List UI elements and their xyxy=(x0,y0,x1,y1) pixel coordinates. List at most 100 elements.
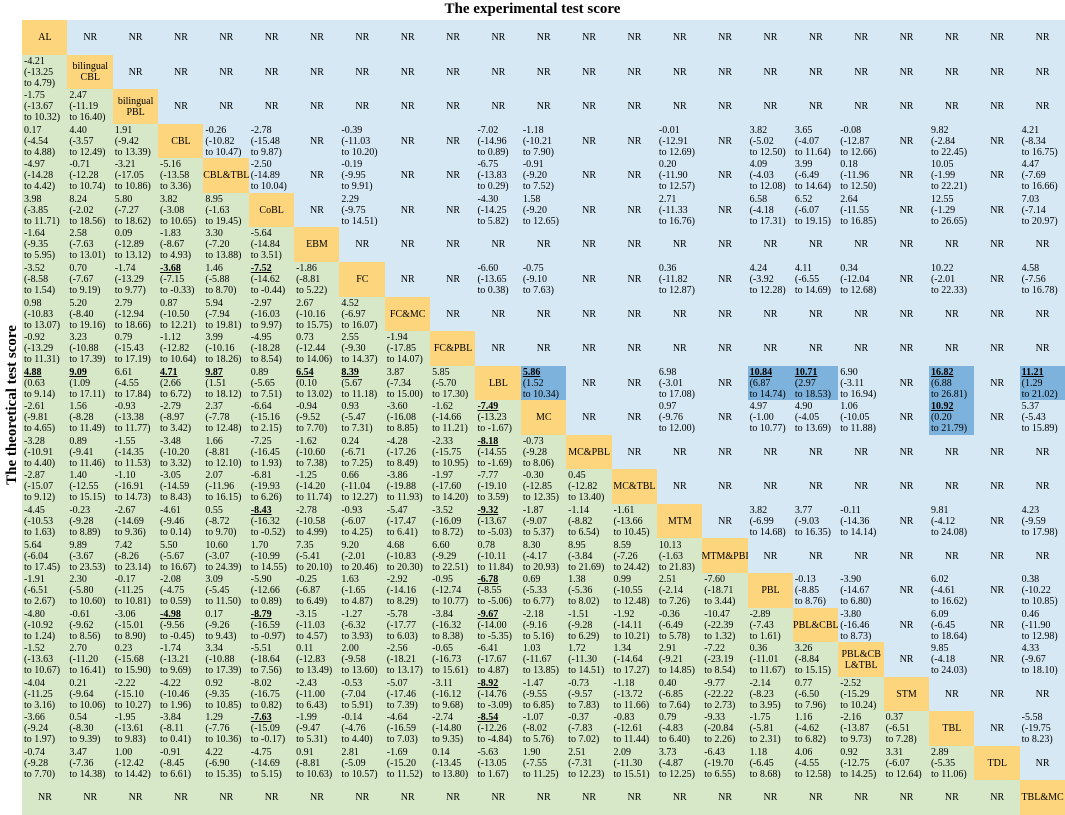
cell-estimate: -0.23 xyxy=(69,504,91,516)
cell-estimate: 0.89 xyxy=(250,366,269,378)
cell-estimate: 0.45 xyxy=(568,470,586,482)
cell-ci: to 13.49) xyxy=(296,665,333,677)
table-cell: -1.62 (-14.66 to 11.21) xyxy=(430,400,476,436)
cell-ci: to 7.52) xyxy=(522,181,554,193)
table-cell: -1.51 (-9.28 to 6.29) xyxy=(566,607,613,643)
table-cell: -0.01 (-12.91 to 12.69) xyxy=(656,123,703,159)
table-cell-nr: NR xyxy=(430,780,476,815)
table-cell: -4.97 (-14.28 to 4.42) xyxy=(22,158,68,194)
table-cell: -3.90 (-14.67 to 6.80) xyxy=(838,573,885,609)
cell-ci: to 22.33) xyxy=(930,284,968,296)
table-cell: -3.48 (-10.20 to 3.32) xyxy=(158,434,204,470)
cell-ci: to 22.21) xyxy=(930,181,968,193)
cell-ci: (-1.65 xyxy=(341,585,366,597)
table-cell-nr: NR xyxy=(203,20,250,56)
table-cell: 0.46 (-11.90 to 12.98) xyxy=(1019,607,1065,643)
diagonal-treatment-label: TBL xyxy=(928,711,975,747)
table-cell: 1.16 (-4.62 to 6.82) xyxy=(792,711,839,747)
cell-ci: (-12.83 xyxy=(296,654,326,666)
cell-value: NR xyxy=(400,792,415,804)
treatment-name: CBL&TBL xyxy=(203,170,250,182)
cell-estimate: 0.40 xyxy=(658,677,677,689)
table-cell-nr: NR xyxy=(747,469,794,505)
cell-ci: (-5.67 xyxy=(160,550,185,562)
table-cell-nr: NR xyxy=(566,54,613,90)
cell-ci: (-7.67 xyxy=(69,273,94,285)
cell-ci: to 10.67) xyxy=(24,665,61,677)
cell-estimate: 0.20 xyxy=(658,159,677,171)
cell-estimate: 1.72 xyxy=(568,643,586,655)
cell-estimate: 4.52 xyxy=(341,297,359,309)
cell-ci: to -0.33) xyxy=(160,284,195,296)
cell-estimate: -1.62 xyxy=(296,435,317,447)
table-cell: -1.14 (-8.82 to 6.54) xyxy=(566,503,613,539)
cell-estimate: 2.89 xyxy=(930,746,949,758)
cell-estimate: -3.21 xyxy=(114,159,136,171)
cell-ci: (-15.43 xyxy=(114,343,144,355)
cell-ci: (-5.33 xyxy=(522,585,547,597)
cell-value: NR xyxy=(264,792,279,804)
cell-ci: (-10.55 xyxy=(613,585,643,597)
cell-estimate: -1.69 xyxy=(386,746,408,758)
table-cell: -0.73 (-9.57 to 7.83) xyxy=(566,676,613,712)
cell-value: NR xyxy=(854,792,869,804)
cell-ci: (-14.64 xyxy=(613,654,643,666)
table-cell: 3.82 (-3.08 to 10.65) xyxy=(158,192,204,228)
table-cell: -1.75 (-5.81 to 2.31) xyxy=(747,711,794,747)
cell-ci: (-8.02 xyxy=(522,723,547,735)
diagonal-treatment-label: PBL xyxy=(747,573,794,609)
cell-ci: to 11.25) xyxy=(522,768,559,780)
table-cell: 0.45 (-12.82 to 13.40) xyxy=(566,469,613,505)
cell-ci: to 8.43) xyxy=(160,492,192,504)
table-cell: 6.54 (0.10 to 13.02) xyxy=(294,365,340,401)
cell-value: NR xyxy=(128,32,143,44)
cell-estimate: -0.65 xyxy=(432,643,453,655)
cell-ci: to 13.80) xyxy=(432,768,469,780)
cell-estimate: 12.55 xyxy=(930,193,954,205)
cell-ci: to 0.82) xyxy=(250,699,282,711)
cell-estimate: -3.05 xyxy=(160,470,181,482)
table-cell-nr: NR xyxy=(747,20,794,56)
cell-ci: (-4.05 xyxy=(794,412,820,424)
cell-ci: (-17.47 xyxy=(386,515,416,527)
cell-value: NR xyxy=(355,101,370,113)
cell-estimate: 2.91 xyxy=(658,643,677,655)
cell-value: NR xyxy=(672,792,687,804)
cell-ci: (-9.35 xyxy=(205,688,230,700)
cell-ci: to 16.78) xyxy=(1021,284,1058,296)
table-cell: 8.95 (-3.84 to 21.69) xyxy=(566,538,613,574)
cell-value: NR xyxy=(899,66,914,78)
cell-ci: (-10.83 xyxy=(24,308,54,320)
cell-ci: to 1.93) xyxy=(250,457,282,469)
table-cell-nr: NR xyxy=(566,296,613,332)
diagonal-treatment-label: TDL xyxy=(974,745,1021,781)
cell-ci: (-11.00 xyxy=(296,688,325,700)
cell-value: NR xyxy=(264,66,279,78)
table-cell-nr: NR xyxy=(656,227,703,263)
cell-estimate: 0.55 xyxy=(205,504,223,516)
cell-ci: (-16.46 xyxy=(840,619,870,631)
cell-ci: (-10.53 xyxy=(24,515,54,527)
table-cell: 0.36 (-11.01 to 11.67) xyxy=(747,642,794,678)
table-cell: 1.34 (-14.64 to 17.27) xyxy=(611,642,658,678)
cell-ci: (-10.05 xyxy=(840,412,870,424)
cell-value: NR xyxy=(899,273,914,285)
cell-ci: (-6.97 xyxy=(341,308,366,320)
treatment-name: bilingual xyxy=(117,95,154,107)
table-cell-nr: NR xyxy=(158,54,204,90)
cell-ci: to 11.49) xyxy=(69,423,106,435)
cell-ci: to 6.29) xyxy=(568,630,600,642)
table-cell: -0.75 (-9.10 to 7.63) xyxy=(520,261,567,298)
table-cell-nr: NR xyxy=(67,780,114,815)
cell-ci: (-4.55 xyxy=(114,377,139,389)
cell-estimate: 4.97 xyxy=(749,401,768,413)
cell-ci: to 14.73) xyxy=(114,492,151,504)
table-cell: -4.28 (-17.26 to 8.49) xyxy=(384,434,431,470)
diagonal-treatment-label: FC&MC xyxy=(384,296,431,332)
cell-value: NR xyxy=(582,135,597,147)
cell-ci: to 22.51) xyxy=(432,561,469,573)
cell-ci: to 4.65) xyxy=(24,423,56,435)
cell-ci: (0.20 xyxy=(930,412,952,424)
cell-estimate: 0.77 xyxy=(794,677,813,689)
cell-ci: (-8.81 xyxy=(205,446,230,458)
